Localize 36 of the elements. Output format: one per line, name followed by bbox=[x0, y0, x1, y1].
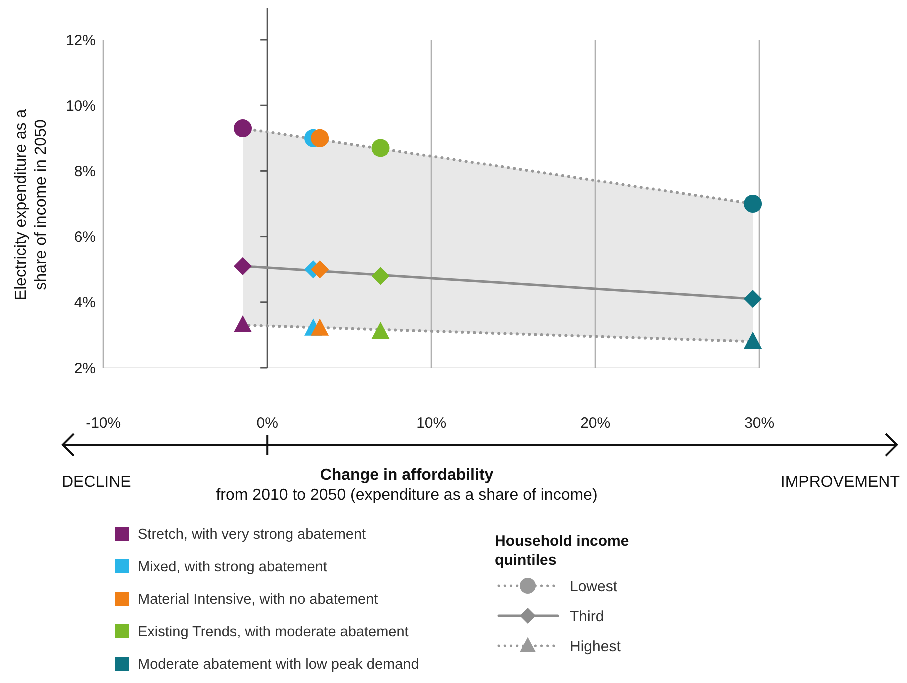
x-tick-label: 20% bbox=[580, 415, 611, 432]
legend-label: Highest bbox=[570, 638, 622, 656]
y-tick-label: 12% bbox=[66, 32, 96, 50]
point bbox=[372, 267, 390, 286]
y-tick-label: 4% bbox=[74, 294, 96, 312]
point bbox=[372, 139, 390, 158]
point bbox=[234, 257, 252, 276]
text: IMPROVEMENT bbox=[780, 474, 900, 491]
point bbox=[744, 195, 762, 213]
x-tick-label: 30% bbox=[744, 415, 775, 432]
text: DECLINE bbox=[62, 474, 132, 491]
y-tick-label: 2% bbox=[74, 360, 96, 378]
y-axis-title: Electricity expenditure as a share of income in 2050 bbox=[13, 109, 50, 301]
legend-label: Lowest bbox=[570, 578, 618, 596]
point bbox=[744, 290, 762, 308]
x-tick-label: 0% bbox=[256, 415, 278, 432]
point bbox=[311, 318, 330, 336]
legend-label: Existing Trends, with moderate abatement bbox=[138, 624, 409, 641]
legend-title: Household income quintiles bbox=[495, 533, 630, 569]
point bbox=[234, 315, 252, 333]
legend-label: Moderate abatement with low peak demand bbox=[138, 657, 420, 674]
y-tick-label: 6% bbox=[74, 229, 96, 246]
point bbox=[311, 260, 330, 279]
y-tick-label: 10% bbox=[66, 98, 96, 115]
point bbox=[234, 120, 252, 138]
point bbox=[311, 129, 330, 148]
legend-label: Material Intensive, with no abatement bbox=[138, 592, 378, 608]
point bbox=[372, 322, 390, 340]
x-axis-title: Change in affordability from 2010 to 2050 (expenditure as a share of income) bbox=[216, 467, 598, 504]
legend-label: Third bbox=[570, 608, 604, 626]
x-tick-label: -10% bbox=[86, 415, 122, 432]
point bbox=[744, 332, 762, 349]
x-tick-label: 10% bbox=[416, 415, 447, 432]
legend-label: Mixed, with strong abatement bbox=[138, 560, 328, 576]
y-tick-label: 8% bbox=[74, 163, 96, 180]
legend-label: Stretch, with very strong abatement bbox=[138, 527, 366, 544]
